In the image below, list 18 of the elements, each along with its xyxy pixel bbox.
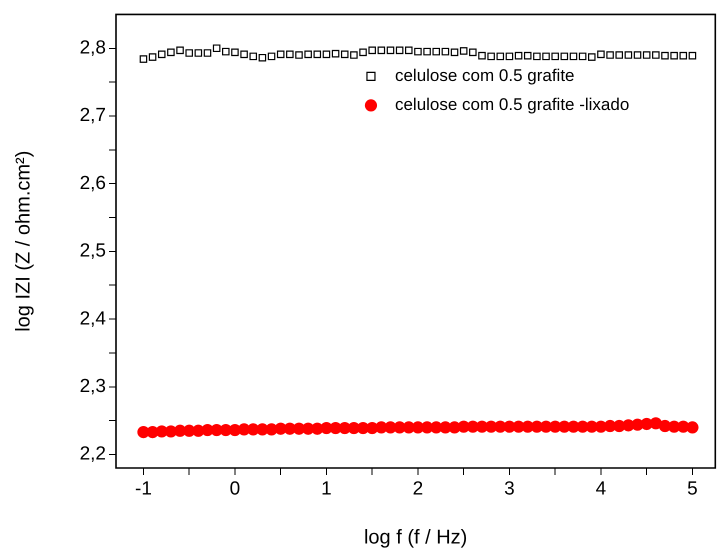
y-tick-label: 2,4 <box>80 308 106 330</box>
y-axis-title: log IZI (Z / ohm.cm²) <box>12 150 35 332</box>
y-tick-label: 2,7 <box>80 105 106 126</box>
x-tick-label: 1 <box>321 478 332 500</box>
x-tick-label: -1 <box>134 478 152 500</box>
x-tick-label: 2 <box>412 478 424 500</box>
x-tick-label: 5 <box>687 478 698 500</box>
y-tick-label: 2,2 <box>80 444 106 465</box>
x-tick-label: 0 <box>230 478 240 500</box>
y-tick-label: 2,8 <box>80 37 106 58</box>
y-tick-label: 2,5 <box>80 240 106 262</box>
x-axis-title: log f (f / Hz) <box>364 526 468 549</box>
y-tick-label: 2,3 <box>80 376 106 397</box>
x-tick-label: 4 <box>596 478 607 500</box>
legend-label: celulose com 0.5 grafite <box>394 66 575 86</box>
legend-label: celulose com 0.5 grafite -lixado <box>394 95 630 114</box>
x-tick-label: 3 <box>504 478 515 500</box>
y-tick-label: 2,6 <box>80 172 106 194</box>
